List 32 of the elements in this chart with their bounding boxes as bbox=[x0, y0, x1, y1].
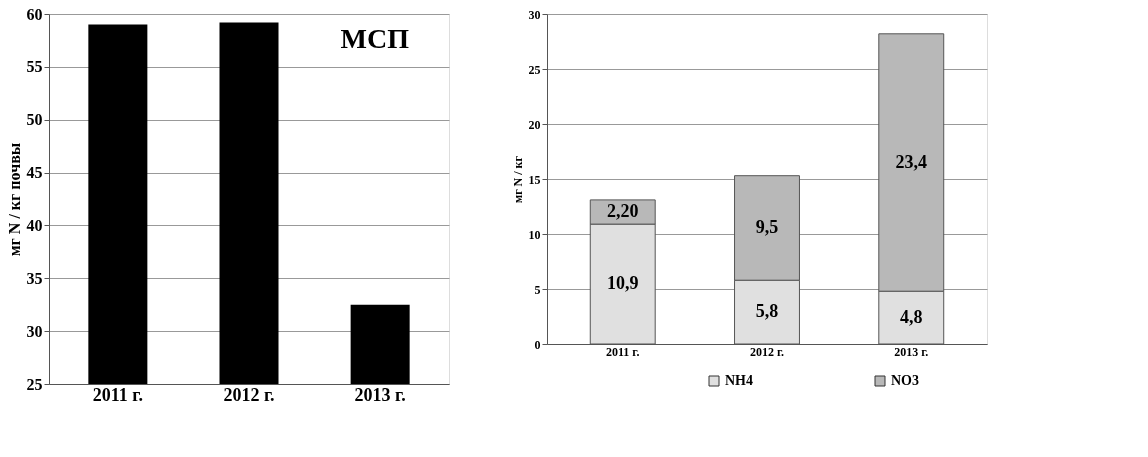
y-tick-label: 40 bbox=[26, 216, 43, 234]
x-tick-label: 2012 г. bbox=[749, 344, 785, 359]
x-tick-label: 2011 г. bbox=[606, 344, 640, 359]
data-label: 2,20 bbox=[606, 201, 639, 221]
legend-label: NO3 bbox=[891, 373, 919, 388]
y-tick-label: 0 bbox=[534, 337, 541, 352]
data-label: 4,8 bbox=[900, 306, 923, 327]
y-axis-title: мг N / кг bbox=[510, 155, 525, 203]
y-tick-label: 20 bbox=[528, 117, 541, 132]
y-tick-label: 15 bbox=[528, 172, 541, 187]
annotation: МСП bbox=[340, 23, 410, 54]
y-tick-label: 5 bbox=[534, 282, 541, 297]
x-tick-label: 2012 г. bbox=[223, 384, 275, 405]
y-tick-label: 30 bbox=[528, 7, 541, 22]
x-tick-label: 2011 г. bbox=[92, 384, 143, 405]
y-tick-label: 25 bbox=[528, 62, 541, 77]
y-axis-title: мг N / кг почвы bbox=[5, 142, 23, 257]
y-tick-label: 50 bbox=[26, 111, 43, 129]
y-tick-label: 30 bbox=[26, 322, 43, 340]
data-label: 23,4 bbox=[895, 151, 928, 172]
data-label: 10,9 bbox=[606, 273, 639, 294]
y-tick-label: 25 bbox=[26, 375, 43, 393]
x-tick-label: 2013 г. bbox=[354, 384, 406, 405]
y-tick-label: 35 bbox=[26, 269, 43, 287]
y-tick-label: 10 bbox=[528, 227, 541, 242]
y-tick-label: 45 bbox=[26, 164, 43, 182]
x-tick-label: 2013 г. bbox=[894, 344, 929, 359]
y-tick-label: 60 bbox=[26, 5, 43, 23]
data-label: 5,8 bbox=[755, 301, 779, 322]
data-label: 9,5 bbox=[755, 216, 779, 237]
y-tick-label: 55 bbox=[26, 58, 43, 76]
legend-label: NH4 bbox=[725, 373, 753, 388]
